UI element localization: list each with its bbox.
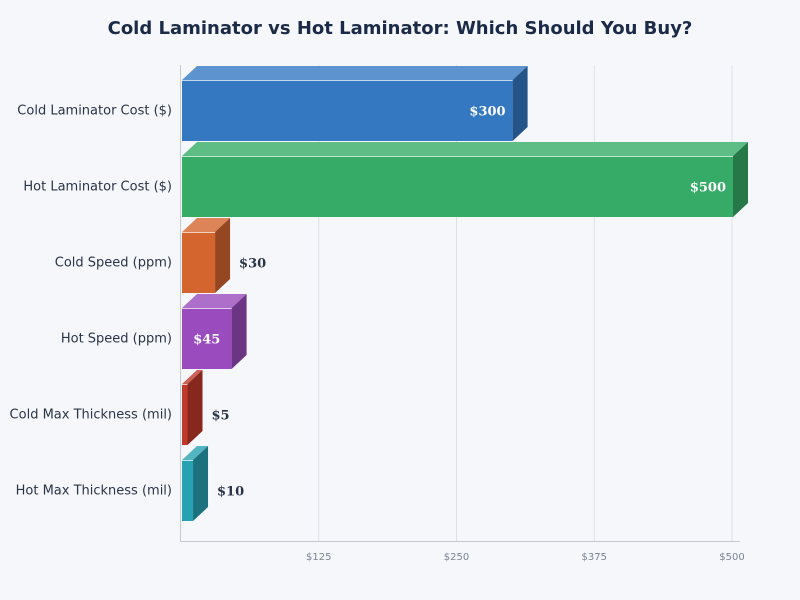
bar-top-face xyxy=(182,294,247,308)
data-label: $300 xyxy=(469,105,505,120)
bar xyxy=(182,308,232,369)
category-label: Hot Laminator Cost ($) xyxy=(23,180,172,195)
data-label: $5 xyxy=(212,409,230,424)
axes: $125 $250 $375 $500 xyxy=(180,65,745,563)
category-label: Cold Max Thickness (mil) xyxy=(10,408,172,423)
bar-side-face xyxy=(231,294,247,369)
bar xyxy=(182,384,188,445)
bar-side-face xyxy=(193,446,209,521)
bar-group: Hot Speed (ppm) $45 xyxy=(61,294,247,369)
bars: Cold Laminator Cost ($) $300 Hot Laminator… xyxy=(10,66,748,521)
bar-top-face xyxy=(182,66,528,80)
bar-group: Cold Laminator Cost ($) $300 xyxy=(17,66,528,141)
category-label: Cold Speed (ppm) xyxy=(55,256,172,271)
bar xyxy=(182,460,194,521)
bar xyxy=(182,80,513,141)
bar xyxy=(182,232,216,293)
data-label: $10 xyxy=(217,485,244,500)
bar-group: Cold Speed (ppm) $30 xyxy=(55,218,266,293)
category-label: Hot Speed (ppm) xyxy=(61,332,172,347)
bar xyxy=(182,156,733,217)
category-label: Hot Max Thickness (mil) xyxy=(16,484,172,499)
bar-side-face xyxy=(733,142,748,217)
bar-top-face xyxy=(182,370,203,384)
bar-side-face xyxy=(187,370,203,445)
chart-title: Cold Laminator vs Hot Laminator: Which S… xyxy=(108,18,693,39)
bar-side-face xyxy=(512,66,528,141)
x-tick-label: $250 xyxy=(444,552,469,563)
data-label: $500 xyxy=(690,181,726,196)
data-label: $45 xyxy=(193,333,220,348)
bar-group: Cold Max Thickness (mil) $5 xyxy=(10,370,230,445)
x-tick-label: $125 xyxy=(306,552,331,563)
category-label: Cold Laminator Cost ($) xyxy=(17,104,172,119)
bar-top-face xyxy=(182,446,209,460)
x-tick-label: $500 xyxy=(719,552,744,563)
bar-side-face xyxy=(215,218,231,293)
bar-group: Hot Max Thickness (mil) $10 xyxy=(16,446,244,521)
data-label: $30 xyxy=(239,257,266,272)
bar-group: Hot Laminator Cost ($) $500 xyxy=(23,142,748,217)
x-tick-label: $375 xyxy=(582,552,607,563)
bar-top-face xyxy=(182,142,748,156)
bar-top-face xyxy=(182,218,231,232)
